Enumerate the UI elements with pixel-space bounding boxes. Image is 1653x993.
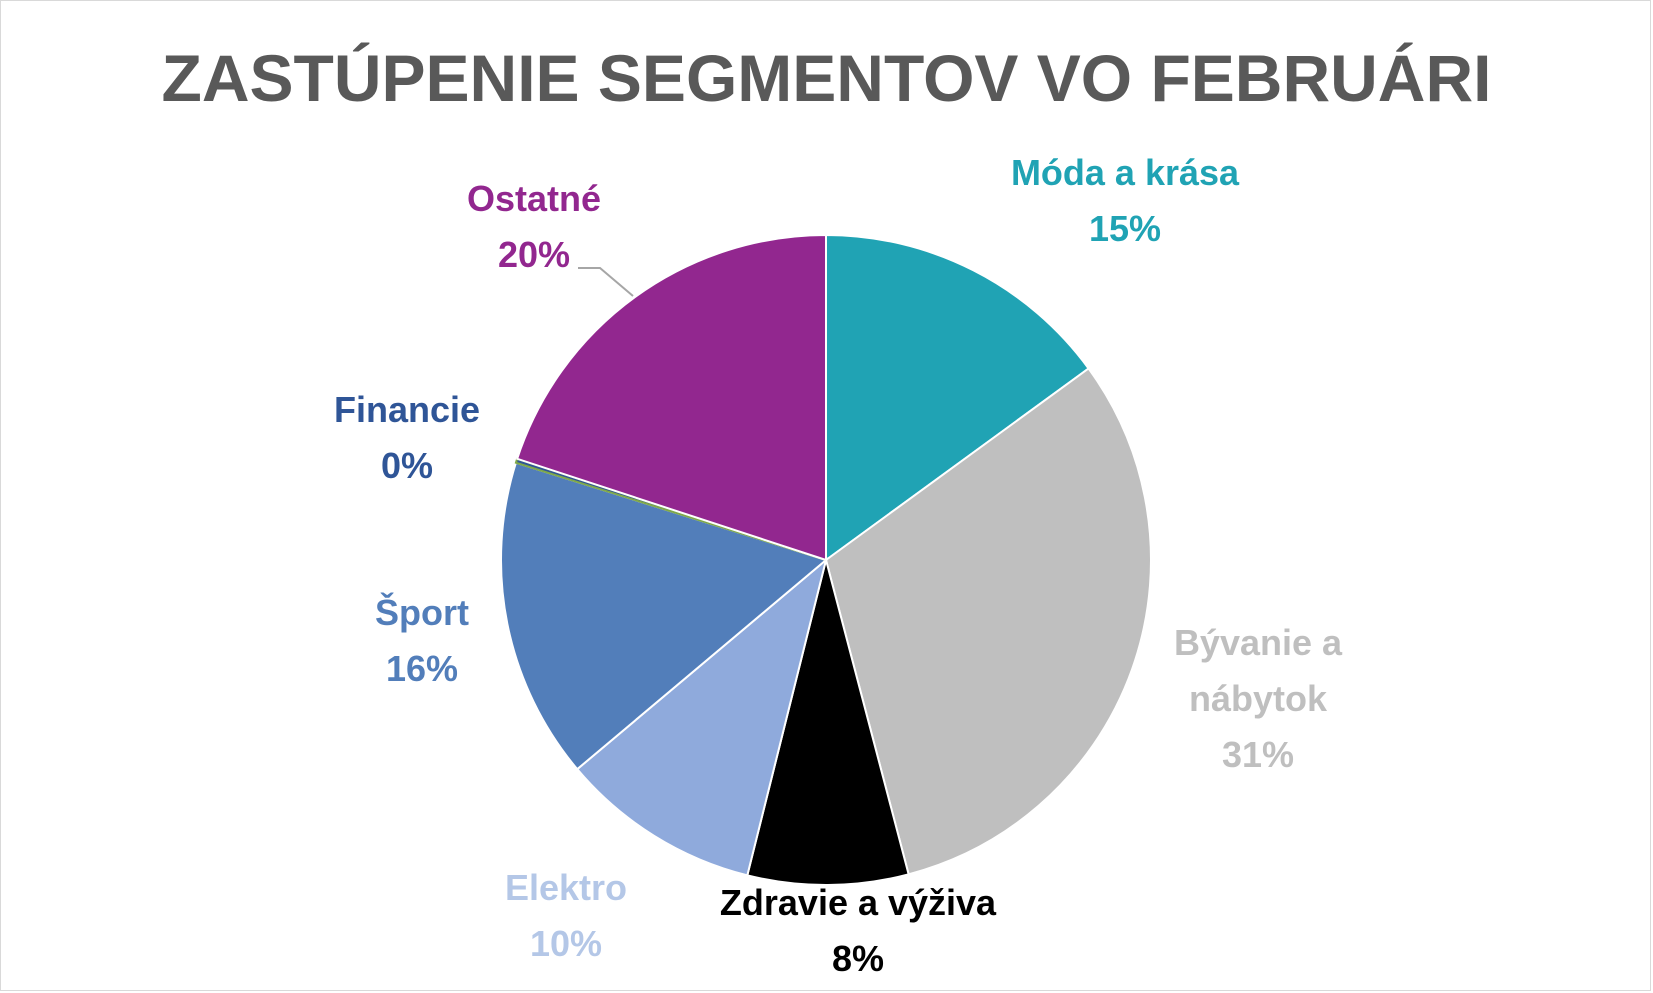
- pie-slice-bývanie-a-nábytok: [824, 367, 1152, 876]
- data-label-value: 15%: [1089, 208, 1161, 249]
- data-label-category: Elektro: [505, 867, 627, 908]
- chart-title: ZASTÚPENIE SEGMENTOV VO FEBRUÁRI: [161, 41, 1492, 115]
- pie-slice-zdravie-a-výživa: [746, 559, 910, 886]
- data-label-category: nábytok: [1189, 678, 1328, 719]
- data-label-value: 10%: [530, 923, 602, 964]
- pie-slice-elektro: [575, 557, 828, 877]
- pie-slice-móda-a-krása: [825, 233, 1090, 562]
- pie-slice-ostatné: [515, 233, 827, 562]
- data-label-value: 31%: [1222, 734, 1294, 775]
- data-label-category: Zdravie a výživa: [720, 882, 997, 923]
- data-label-category: Móda a krása: [1011, 152, 1240, 193]
- data-label-category: Bývanie a: [1174, 622, 1343, 663]
- data-label-value: 20%: [498, 234, 570, 275]
- data-label-category: Šport: [375, 591, 469, 633]
- data-label-value: 16%: [386, 648, 458, 689]
- leader-line-ostatne: [578, 267, 634, 297]
- pie-slice-šport: [500, 461, 829, 771]
- data-label-value: 8%: [832, 938, 884, 979]
- data-label-category: Ostatné: [467, 178, 601, 219]
- data-label-value: 0%: [381, 445, 433, 486]
- data-label-category: Financie: [334, 389, 480, 430]
